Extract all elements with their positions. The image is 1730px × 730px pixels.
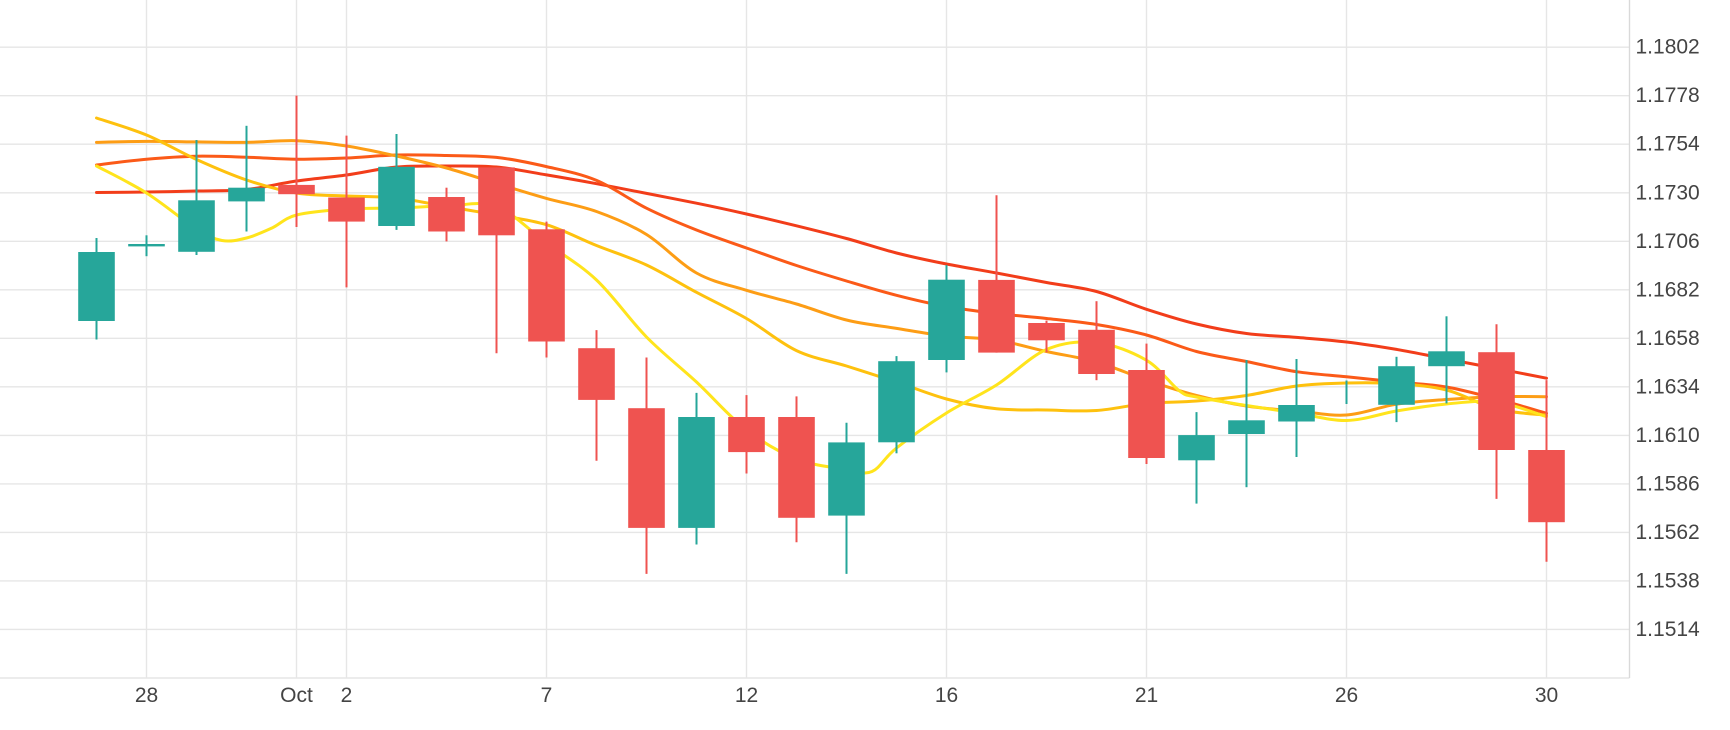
svg-text:7: 7 <box>541 684 553 707</box>
svg-text:1.1586: 1.1586 <box>1636 472 1700 495</box>
svg-text:1.1706: 1.1706 <box>1636 230 1700 253</box>
svg-text:1.1538: 1.1538 <box>1636 569 1700 592</box>
svg-text:1.1562: 1.1562 <box>1636 521 1700 544</box>
svg-text:Oct: Oct <box>280 684 313 707</box>
svg-text:1.1778: 1.1778 <box>1636 84 1700 107</box>
svg-text:16: 16 <box>935 684 958 707</box>
svg-text:1.1682: 1.1682 <box>1636 278 1700 301</box>
svg-text:21: 21 <box>1135 684 1158 707</box>
svg-text:28: 28 <box>135 684 158 707</box>
svg-text:30: 30 <box>1535 684 1558 707</box>
svg-text:12: 12 <box>735 684 758 707</box>
svg-text:1.1658: 1.1658 <box>1636 327 1700 350</box>
svg-text:1.1730: 1.1730 <box>1636 181 1700 204</box>
svg-text:1.1610: 1.1610 <box>1636 424 1700 447</box>
svg-text:26: 26 <box>1335 684 1358 707</box>
svg-text:1.1514: 1.1514 <box>1636 618 1701 641</box>
svg-text:1.1754: 1.1754 <box>1636 133 1701 156</box>
svg-text:2: 2 <box>341 684 353 707</box>
svg-text:1.1802: 1.1802 <box>1636 36 1700 59</box>
svg-text:1.1634: 1.1634 <box>1636 375 1701 398</box>
